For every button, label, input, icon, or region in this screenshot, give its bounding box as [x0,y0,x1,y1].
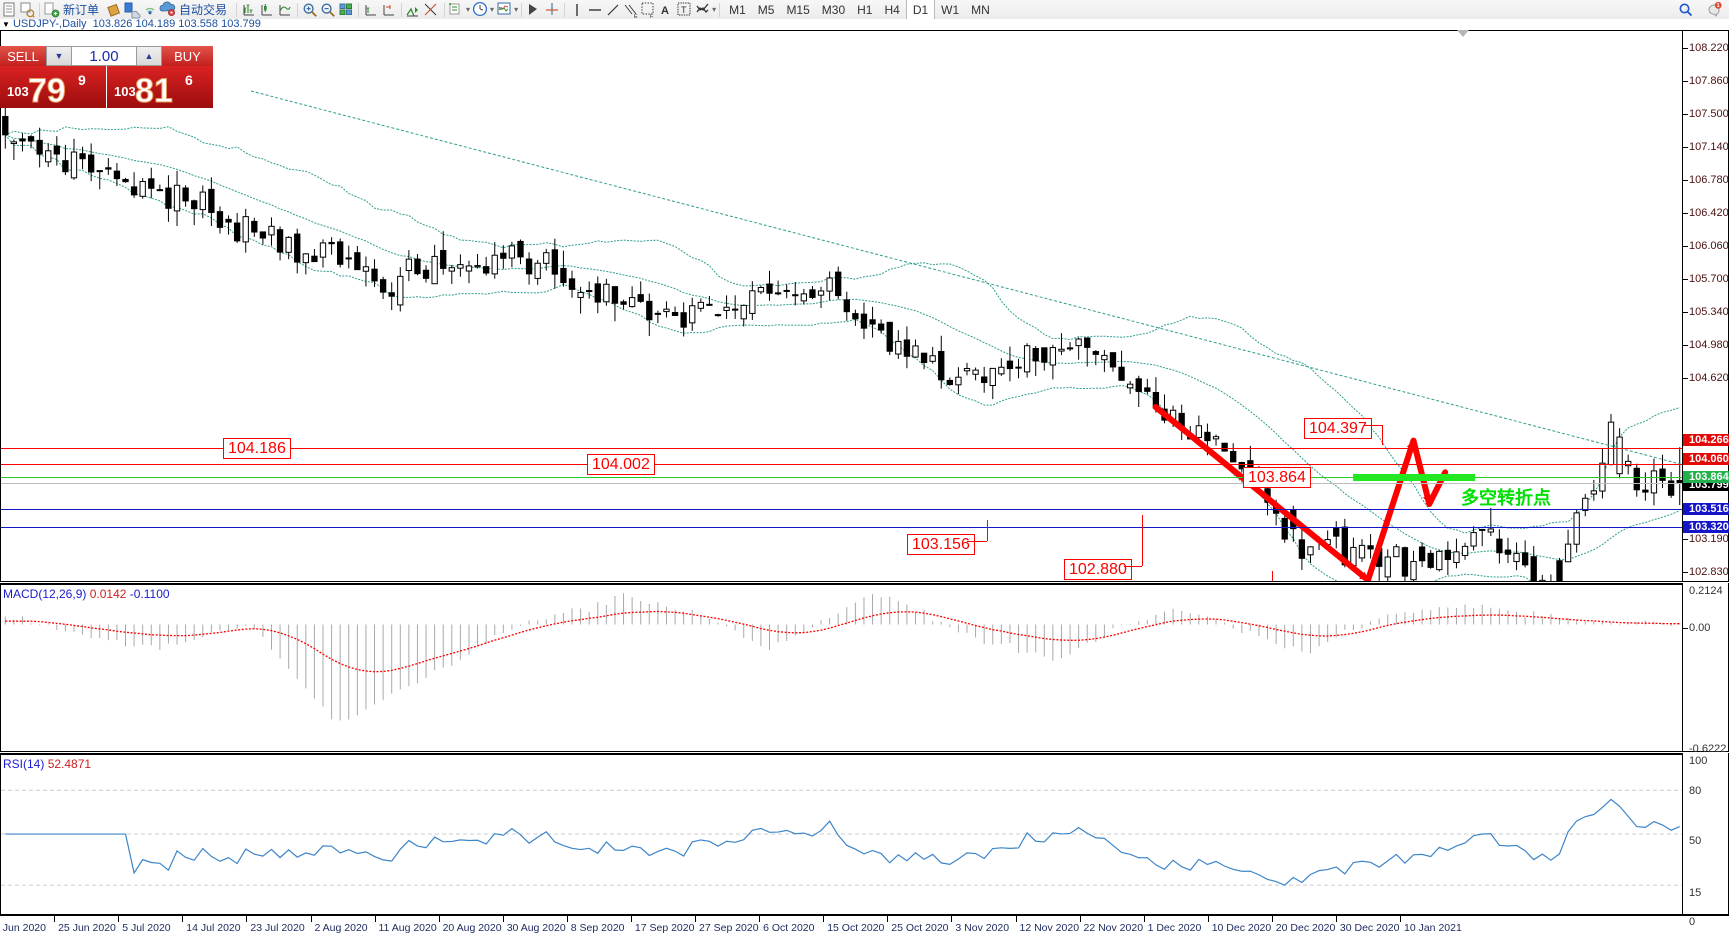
svg-text:A: A [661,5,669,17]
svg-text:E: E [634,14,638,19]
svg-text:F: F [650,14,654,19]
svg-text:T: T [681,5,687,15]
svg-text:1: 1 [1717,3,1720,9]
